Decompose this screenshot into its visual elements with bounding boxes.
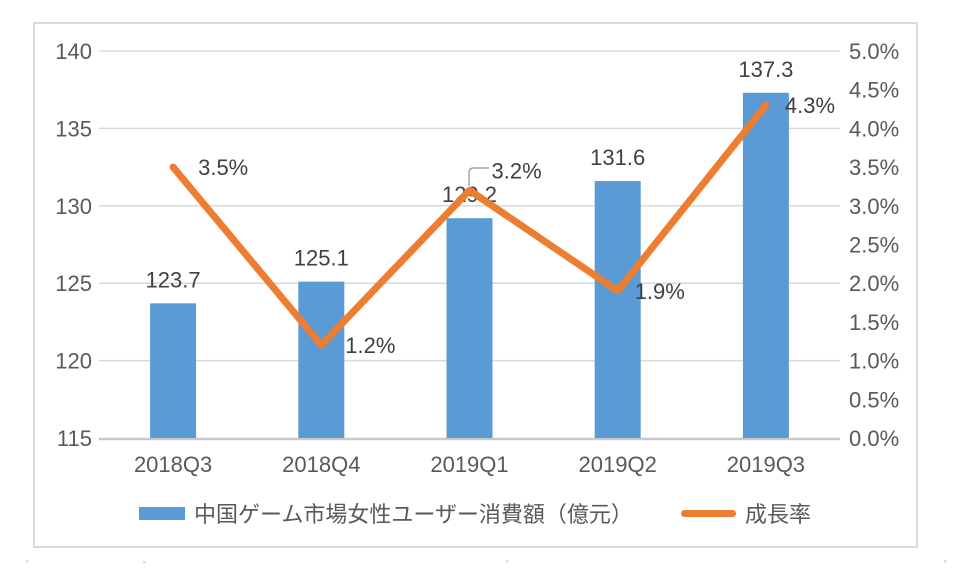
sheet-grid-dot	[143, 561, 146, 564]
bar-2019Q1	[446, 218, 493, 438]
bar-data-label-2019Q2: 131.6	[590, 145, 645, 170]
right-axis-tick-4.5%: 4.5%	[849, 78, 899, 103]
line-data-label-2018Q4: 1.2%	[345, 333, 395, 358]
legend-label-consumption: 中国ゲーム市場女性ユーザー消費額（億元）	[194, 502, 633, 527]
right-axis-tick-3.5%: 3.5%	[849, 155, 899, 180]
bar-series-swatch	[139, 506, 186, 520]
bar-data-label-2018Q4: 125.1	[294, 246, 349, 271]
chart-legend: 中国ゲーム市場女性ユーザー消費額（億元） 成長率	[33, 497, 917, 529]
left-axis-tick-130: 130	[55, 194, 92, 219]
category-label-2018Q3: 2018Q3	[134, 452, 212, 477]
bar-2019Q3	[742, 92, 789, 439]
line-series-swatch	[680, 509, 736, 517]
growth-rate-line	[169, 101, 770, 349]
sheet-grid-dot	[506, 560, 509, 563]
legend-item-growth-rate: 成長率	[680, 497, 811, 529]
left-axis-tick-120: 120	[55, 349, 92, 374]
sheet-grid-dot	[26, 560, 29, 563]
bar-data-label-2018Q3: 123.7	[146, 267, 201, 292]
line-data-label-2019Q2: 1.9%	[635, 279, 685, 304]
left-axis-tick-125: 125	[55, 271, 92, 296]
bar-2018Q3	[150, 303, 197, 438]
right-axis-tick-3.0%: 3.0%	[849, 194, 899, 219]
category-label-2019Q1: 2019Q1	[430, 452, 508, 477]
right-axis-tick-1.5%: 1.5%	[849, 310, 899, 335]
left-axis-tick-115: 115	[57, 426, 92, 451]
right-axis-tick-2.5%: 2.5%	[849, 233, 899, 258]
left-axis-tick-135: 135	[55, 116, 92, 141]
legend-item-consumption: 中国ゲーム市場女性ユーザー消費額（億元）	[139, 497, 633, 529]
bar-2018Q4	[298, 281, 345, 438]
sheet-grid-dot	[944, 560, 947, 563]
line-data-label-2018Q3: 3.5%	[198, 155, 248, 180]
category-label-2018Q4: 2018Q4	[282, 452, 360, 477]
line-data-label-2019Q3: 4.3%	[785, 93, 835, 118]
line-data-label-2019Q1: 3.2%	[492, 158, 542, 183]
callout-leader-line	[468, 167, 489, 186]
category-label-2019Q2: 2019Q2	[579, 452, 657, 477]
right-axis-tick-5.0%: 5.0%	[849, 39, 899, 64]
category-label-2019Q3: 2019Q3	[727, 452, 805, 477]
bar-2019Q2	[594, 181, 641, 439]
right-axis-tick-1.0%: 1.0%	[849, 349, 899, 374]
right-axis-tick-0.5%: 0.5%	[849, 387, 899, 412]
right-axis-tick-0.0%: 0.0%	[849, 426, 899, 451]
right-axis-tick-4.0%: 4.0%	[849, 116, 899, 141]
bar-data-label-2019Q3: 137.3	[738, 57, 793, 82]
left-axis-tick-140: 140	[55, 39, 92, 64]
legend-label-growth-rate: 成長率	[744, 502, 811, 527]
right-axis-tick-2.0%: 2.0%	[849, 271, 899, 296]
